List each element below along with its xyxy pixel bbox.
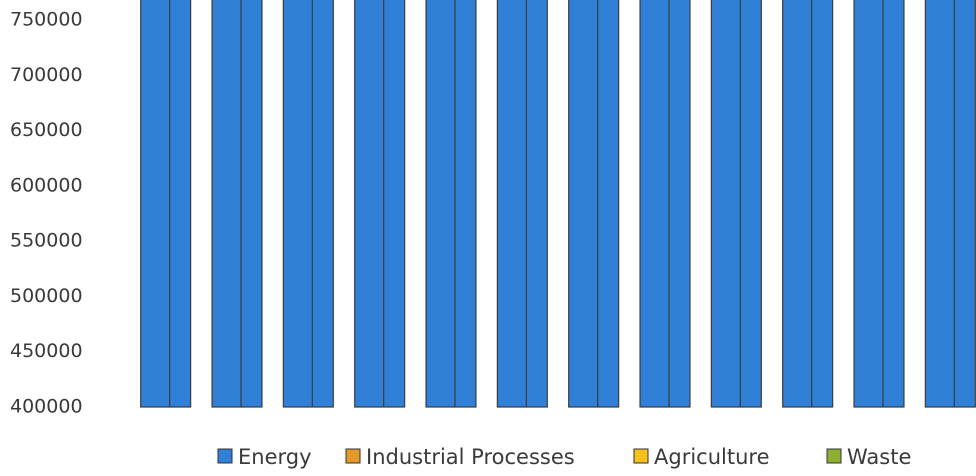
legend-label: Industrial Processes: [366, 445, 575, 469]
legend-swatch: [633, 448, 649, 464]
bar-segment: [568, 0, 620, 408]
legend-swatch: [345, 448, 361, 464]
y-tick-label: 600000: [10, 174, 83, 196]
bar-segment: [710, 0, 762, 408]
legend-label: Waste: [847, 445, 911, 469]
bar-segment: [211, 0, 263, 408]
y-tick-label: 550000: [10, 230, 83, 252]
bar-segment: [354, 0, 406, 408]
bar-segment: [425, 0, 477, 408]
y-tick-label: 700000: [10, 64, 83, 86]
bar-segment: [282, 0, 334, 408]
bar-segment: [853, 0, 905, 408]
legend: Energy Industrial Processes Agriculture Was…: [217, 445, 911, 469]
legend-label: Agriculture: [654, 445, 770, 469]
y-tick-label: 650000: [10, 119, 83, 141]
bar-segment: [639, 0, 691, 408]
legend-swatch: [826, 448, 842, 464]
legend-swatch: [217, 448, 233, 464]
bar-segment: [140, 0, 192, 408]
y-tick-label: 400000: [10, 396, 83, 418]
bar-segment: [924, 0, 976, 408]
legend-label: Energy: [238, 445, 312, 469]
bar-segment: [782, 0, 834, 408]
bar-segment: [496, 0, 548, 408]
y-tick-label: 450000: [10, 340, 83, 362]
y-tick-label: 750000: [10, 9, 83, 31]
y-tick-label: 500000: [10, 285, 83, 307]
